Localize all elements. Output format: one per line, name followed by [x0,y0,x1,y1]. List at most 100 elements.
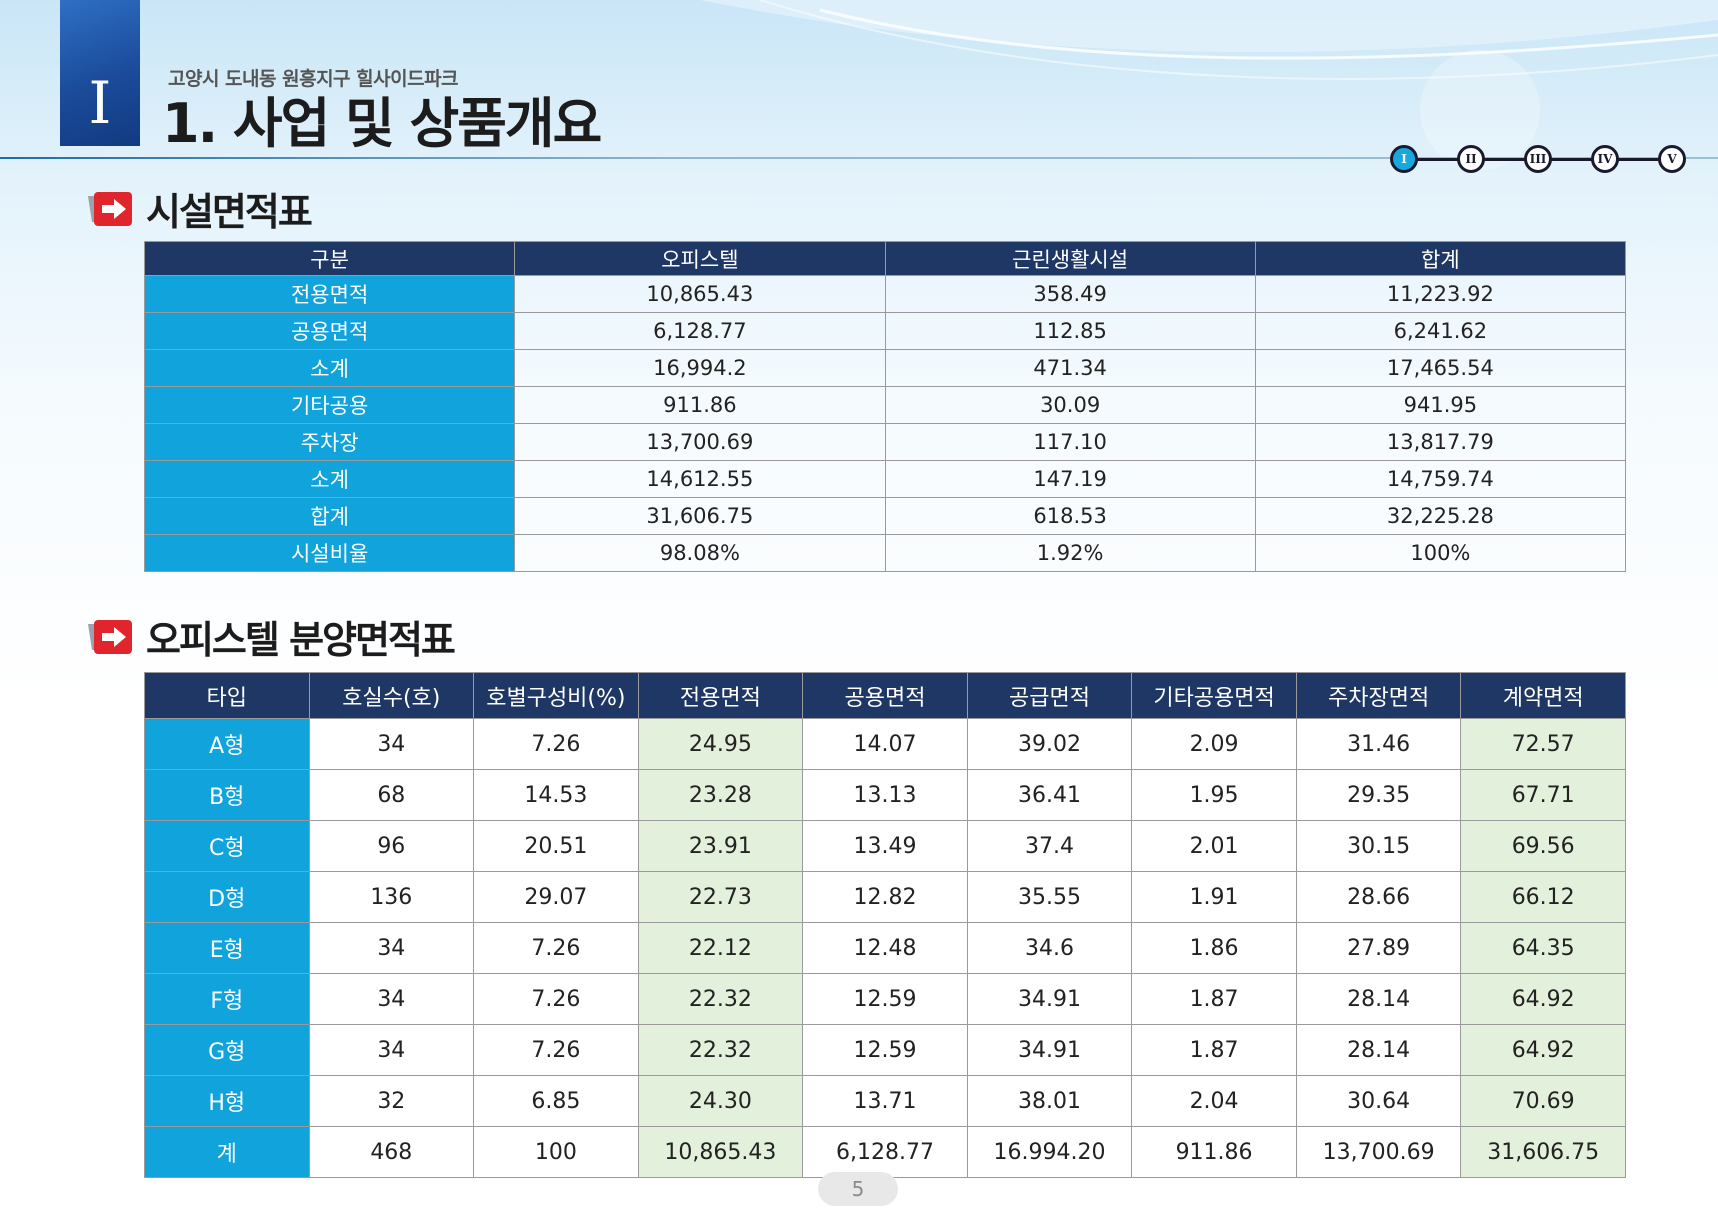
table-cell: 64.92 [1460,1024,1626,1076]
chapter-badge: I [60,0,140,146]
column-header: 호별구성비(%) [473,672,639,719]
table-cell: 1.87 [1131,973,1297,1025]
row-header-cell: 소계 [143,460,516,498]
table-cell: 100 [473,1126,639,1178]
table-cell: 32 [308,1075,475,1127]
column-header: 전용면적 [637,672,804,719]
column-header: 공급면적 [966,672,1133,719]
table-cell: 12.82 [802,871,968,923]
table-cell: 34.91 [966,973,1133,1025]
table-cell: 112.85 [884,312,1256,350]
table-row: 시설비율 98.08% 1.92% 100% [143,534,1627,572]
table-cell: 29.35 [1295,769,1462,821]
chapter-nav-item-3[interactable]: III [1524,145,1552,173]
table-cell: 22.32 [637,1024,804,1076]
table-cell: 31,606.75 [514,497,886,535]
table-row: C형 96 20.51 23.91 13.49 37.4 2.01 30.15 69.56 [144,820,1626,872]
chapter-nav-item-1[interactable]: I [1390,145,1418,173]
table-cell: 70.69 [1460,1075,1626,1127]
column-header: 계약면적 [1460,672,1626,719]
table-cell: 12.59 [802,1024,968,1076]
section-heading-officetel-sale-area: 오피스텔 분양면적표 [88,609,456,664]
table-cell: 96 [308,820,475,872]
table-row: 전용면적 10,865.43 358.49 11,223.92 [143,275,1627,313]
table-cell: 67.71 [1460,769,1626,821]
table-cell: 34 [308,973,475,1025]
table-cell: 13,700.69 [1295,1126,1462,1178]
table-cell: 941.95 [1254,386,1627,424]
table-row: H형 32 6.85 24.30 13.71 38.01 2.04 30.64 70.69 [144,1075,1626,1127]
row-header-cell: B형 [144,769,310,821]
column-header: 합계 [1254,241,1627,276]
table-cell: 16,994.2 [514,349,886,387]
table-row: 소계 14,612.55 147.19 14,759.74 [143,460,1627,498]
table-cell: 16.994.20 [966,1126,1133,1178]
chapter-nav-item-5[interactable]: V [1658,145,1686,173]
table-cell: 22.32 [637,973,804,1025]
row-header-cell: 기타공용 [143,386,516,424]
arrow-right-icon [88,619,132,654]
column-header: 근린생활시설 [884,241,1256,276]
table-cell: 98.08% [514,534,886,572]
table-cell: 2.01 [1131,820,1297,872]
table-cell: 1.95 [1131,769,1297,821]
table-cell: 911.86 [514,386,886,424]
row-header-cell: 공용면적 [143,312,516,350]
table-cell: 2.09 [1131,718,1297,770]
page-title: 1. 사업 및 상품개요 [162,92,602,155]
arrow-right-icon [88,191,132,226]
column-header: 오피스텔 [514,241,886,276]
table-cell: 147.19 [884,460,1256,498]
row-header-cell: D형 [144,871,310,923]
chapter-nav-item-4[interactable]: IV [1591,145,1619,173]
chapter-nav-item-2[interactable]: II [1457,145,1485,173]
table-header-row: 타입 호실수(호) 호별구성비(%) 전용면적 공용면적 공급면적 기타공용면적 주차장면적 계… [144,672,1626,719]
table-cell: 68 [308,769,475,821]
column-header: 기타공용면적 [1131,672,1297,719]
row-header-cell: A형 [144,718,310,770]
table-cell: 7.26 [473,973,639,1025]
column-header: 구분 [143,241,516,276]
table-cell: 468 [308,1126,475,1178]
table-cell: 66.12 [1460,871,1626,923]
table-cell: 22.73 [637,871,804,923]
table-row: F형 34 7.26 22.32 12.59 34.91 1.87 28.14 64.92 [144,973,1626,1025]
table-cell: 14.53 [473,769,639,821]
table-cell: 36.41 [966,769,1133,821]
section-title: 시설면적표 [146,190,313,234]
table-row: 주차장 13,700.69 117.10 13,817.79 [143,423,1627,461]
table-cell: 30.15 [1295,820,1462,872]
table-cell: 7.26 [473,1024,639,1076]
table-header-row: 구분 오피스텔 근린생활시설 합계 [143,241,1627,276]
row-header-cell: F형 [144,973,310,1025]
table-cell: 31.46 [1295,718,1462,770]
chapter-numeral: I [88,69,112,137]
table-cell: 136 [308,871,475,923]
table-cell: 23.91 [637,820,804,872]
table-cell: 358.49 [884,275,1256,313]
table-cell: 34 [308,922,475,974]
table-cell: 69.56 [1460,820,1626,872]
table-cell: 32,225.28 [1254,497,1627,535]
table-cell: 17,465.54 [1254,349,1627,387]
row-header-cell: 전용면적 [143,275,516,313]
table-cell: 7.26 [473,718,639,770]
table-cell: 24.95 [637,718,804,770]
table-cell: 12.59 [802,973,968,1025]
table-cell: 34 [308,718,475,770]
table-cell: 117.10 [884,423,1256,461]
table-cell: 27.89 [1295,922,1462,974]
table-row: 기타공용 911.86 30.09 941.95 [143,386,1627,424]
table-cell: 64.35 [1460,922,1626,974]
table-cell: 34.6 [966,922,1133,974]
table-cell: 6,241.62 [1254,312,1627,350]
chapter-nav: I II III IV V [1390,145,1700,175]
section-heading-facility-area: 시설면적표 [88,181,313,236]
table-cell: 14.07 [802,718,968,770]
table-row: D형 136 29.07 22.73 12.82 35.55 1.91 28.66 66.12 [144,871,1626,923]
table-cell: 38.01 [966,1075,1133,1127]
table-cell: 6,128.77 [514,312,886,350]
facility-area-table: 구분 오피스텔 근린생활시설 합계 전용면적 10,865.43 358.49 11,… [143,241,1627,572]
table-cell: 35.55 [966,871,1133,923]
table-cell: 28.66 [1295,871,1462,923]
